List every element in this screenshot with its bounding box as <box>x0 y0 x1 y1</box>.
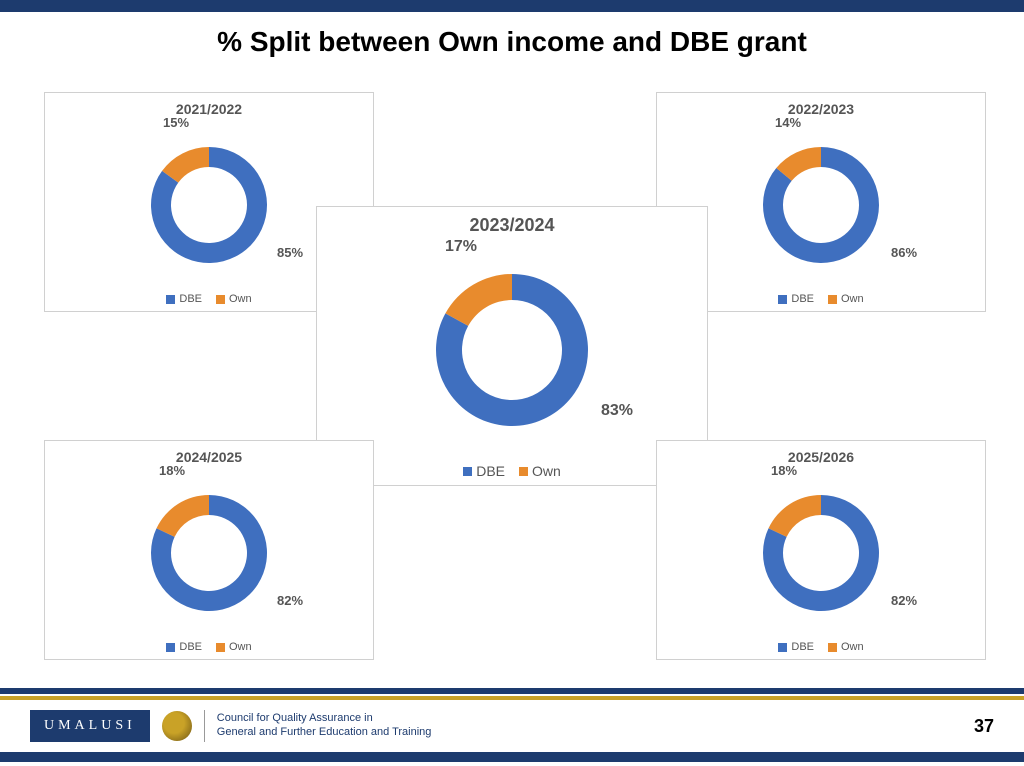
brand-tagline-line2: General and Further Education and Traini… <box>217 726 432 740</box>
own-value-label: 17% <box>445 238 477 256</box>
donut-wrap: 18% 82% <box>51 469 367 637</box>
legend-own-label: Own <box>229 293 252 305</box>
legend-dbe: DBE <box>778 641 814 653</box>
legend-dbe-label: DBE <box>791 293 814 305</box>
swatch-own <box>828 643 837 652</box>
brand-divider <box>204 710 205 742</box>
swatch-own <box>519 467 528 476</box>
donut-wrap: 14% 86% <box>663 121 979 289</box>
legend-own-label: Own <box>229 641 252 653</box>
legend-own-label: Own <box>841 641 864 653</box>
legend-own-label: Own <box>841 293 864 305</box>
donut-wrap: 18% 82% <box>663 469 979 637</box>
own-value-label: 18% <box>159 463 185 478</box>
legend-own: Own <box>216 641 252 653</box>
footer: UMALUSI Council for Quality Assurance in… <box>0 688 1024 766</box>
own-value-label: 14% <box>775 115 801 130</box>
legend-own: Own <box>216 293 252 305</box>
swatch-own <box>828 295 837 304</box>
donut-chart <box>141 137 277 273</box>
donut-chart <box>753 485 889 621</box>
slide-title: % Split between Own income and DBE grant <box>0 12 1024 64</box>
swatch-dbe <box>463 467 472 476</box>
own-value-label: 15% <box>163 115 189 130</box>
swatch-own <box>216 643 225 652</box>
chart-legend: DBE Own <box>778 293 863 305</box>
brand-badge: UMALUSI <box>30 710 150 742</box>
chart-legend: DBE Own <box>778 641 863 653</box>
brand-icon <box>162 711 192 741</box>
donut-chart <box>141 485 277 621</box>
chart-2025-2026: 2025/2026 18% 82% DBE Own <box>656 440 986 660</box>
dbe-value-label: 82% <box>891 593 917 608</box>
chart-title: 2023/2024 <box>469 215 554 236</box>
footer-stripe-navy <box>0 688 1024 694</box>
charts-area: 2021/2022 15% 85% DBE Own 2022/2023 14% … <box>0 64 1024 664</box>
own-value-label: 18% <box>771 463 797 478</box>
legend-dbe-label: DBE <box>179 293 202 305</box>
chart-title: 2024/2025 <box>176 449 242 465</box>
dbe-value-label: 86% <box>891 245 917 260</box>
donut-chart <box>753 137 889 273</box>
legend-own: Own <box>828 641 864 653</box>
donut-slice-own <box>157 495 209 537</box>
legend-dbe: DBE <box>166 641 202 653</box>
brand-block: UMALUSI Council for Quality Assurance in… <box>30 710 431 742</box>
swatch-own <box>216 295 225 304</box>
swatch-dbe <box>778 643 787 652</box>
chart-legend: DBE Own <box>463 463 561 479</box>
donut-wrap: 17% 83% <box>323 240 701 459</box>
legend-dbe: DBE <box>463 463 505 479</box>
brand-tagline: Council for Quality Assurance in General… <box>217 712 432 740</box>
legend-dbe: DBE <box>778 293 814 305</box>
legend-dbe-label: DBE <box>179 641 202 653</box>
page-number: 37 <box>974 716 994 737</box>
dbe-value-label: 85% <box>277 245 303 260</box>
chart-2024-2025: 2024/2025 18% 82% DBE Own <box>44 440 374 660</box>
chart-legend: DBE Own <box>166 293 251 305</box>
legend-dbe: DBE <box>166 293 202 305</box>
dbe-value-label: 82% <box>277 593 303 608</box>
swatch-dbe <box>166 295 175 304</box>
chart-2023-2024: 2023/2024 17% 83% DBE Own <box>316 206 708 486</box>
donut-slice-own <box>769 495 821 537</box>
top-bar <box>0 0 1024 12</box>
footer-row: UMALUSI Council for Quality Assurance in… <box>0 700 1024 752</box>
chart-title: 2025/2026 <box>788 449 854 465</box>
legend-own-label: Own <box>532 463 561 479</box>
swatch-dbe <box>166 643 175 652</box>
legend-own: Own <box>828 293 864 305</box>
chart-legend: DBE Own <box>166 641 251 653</box>
legend-dbe-label: DBE <box>791 641 814 653</box>
legend-own: Own <box>519 463 561 479</box>
brand-tagline-line1: Council for Quality Assurance in <box>217 712 432 726</box>
footer-bottom-bar <box>0 752 1024 762</box>
swatch-dbe <box>778 295 787 304</box>
legend-dbe-label: DBE <box>476 463 505 479</box>
donut-slice-own <box>445 274 512 326</box>
donut-chart <box>426 264 598 436</box>
dbe-value-label: 83% <box>601 402 633 420</box>
